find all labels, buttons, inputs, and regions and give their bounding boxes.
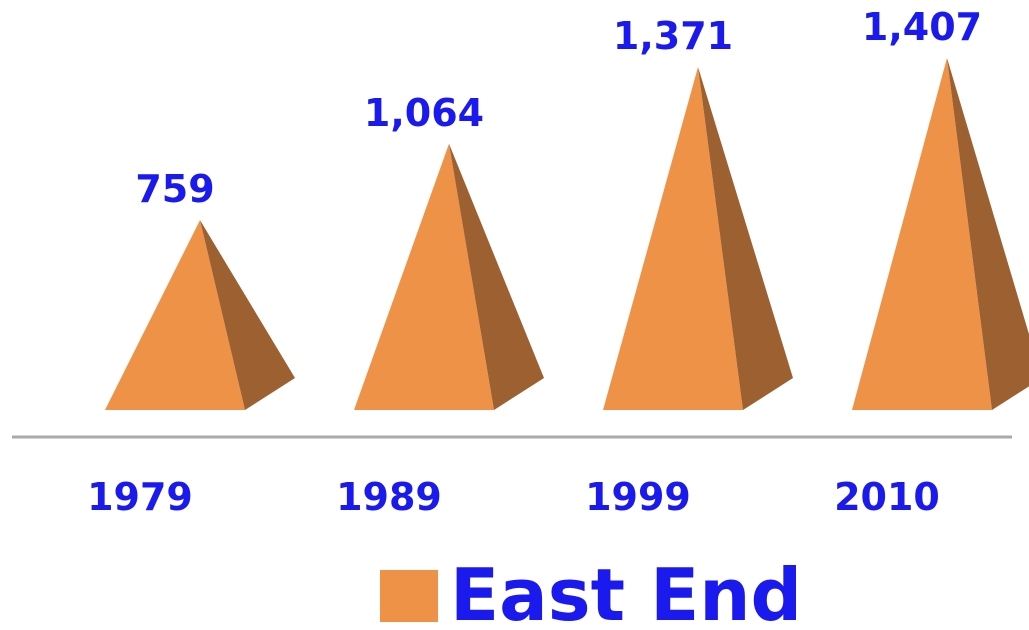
- pyramid-front: [105, 220, 245, 410]
- pyramid-side: [449, 143, 544, 410]
- pyramid: [105, 220, 295, 410]
- pyramid-front: [603, 67, 743, 410]
- pyramid-front: [354, 143, 494, 410]
- x-tick-label: 1999: [585, 475, 691, 519]
- legend-label: East End: [450, 553, 802, 630]
- value-label: 1,407: [862, 5, 982, 49]
- pyramid-side: [947, 58, 1029, 410]
- pyramid-front: [852, 58, 992, 410]
- pyramid: [852, 58, 1029, 410]
- x-tick-label: 2010: [834, 475, 940, 519]
- pyramid: [603, 67, 793, 410]
- pyramid-side: [200, 220, 295, 410]
- x-tick-label: 1979: [87, 475, 193, 519]
- value-label: 1,064: [364, 91, 484, 135]
- value-label: 1,371: [613, 14, 733, 58]
- x-tick-label: 1989: [336, 475, 442, 519]
- legend-swatch: [380, 570, 438, 622]
- pyramid: [354, 143, 544, 410]
- pyramid-side: [698, 67, 793, 410]
- value-label: 759: [135, 167, 214, 211]
